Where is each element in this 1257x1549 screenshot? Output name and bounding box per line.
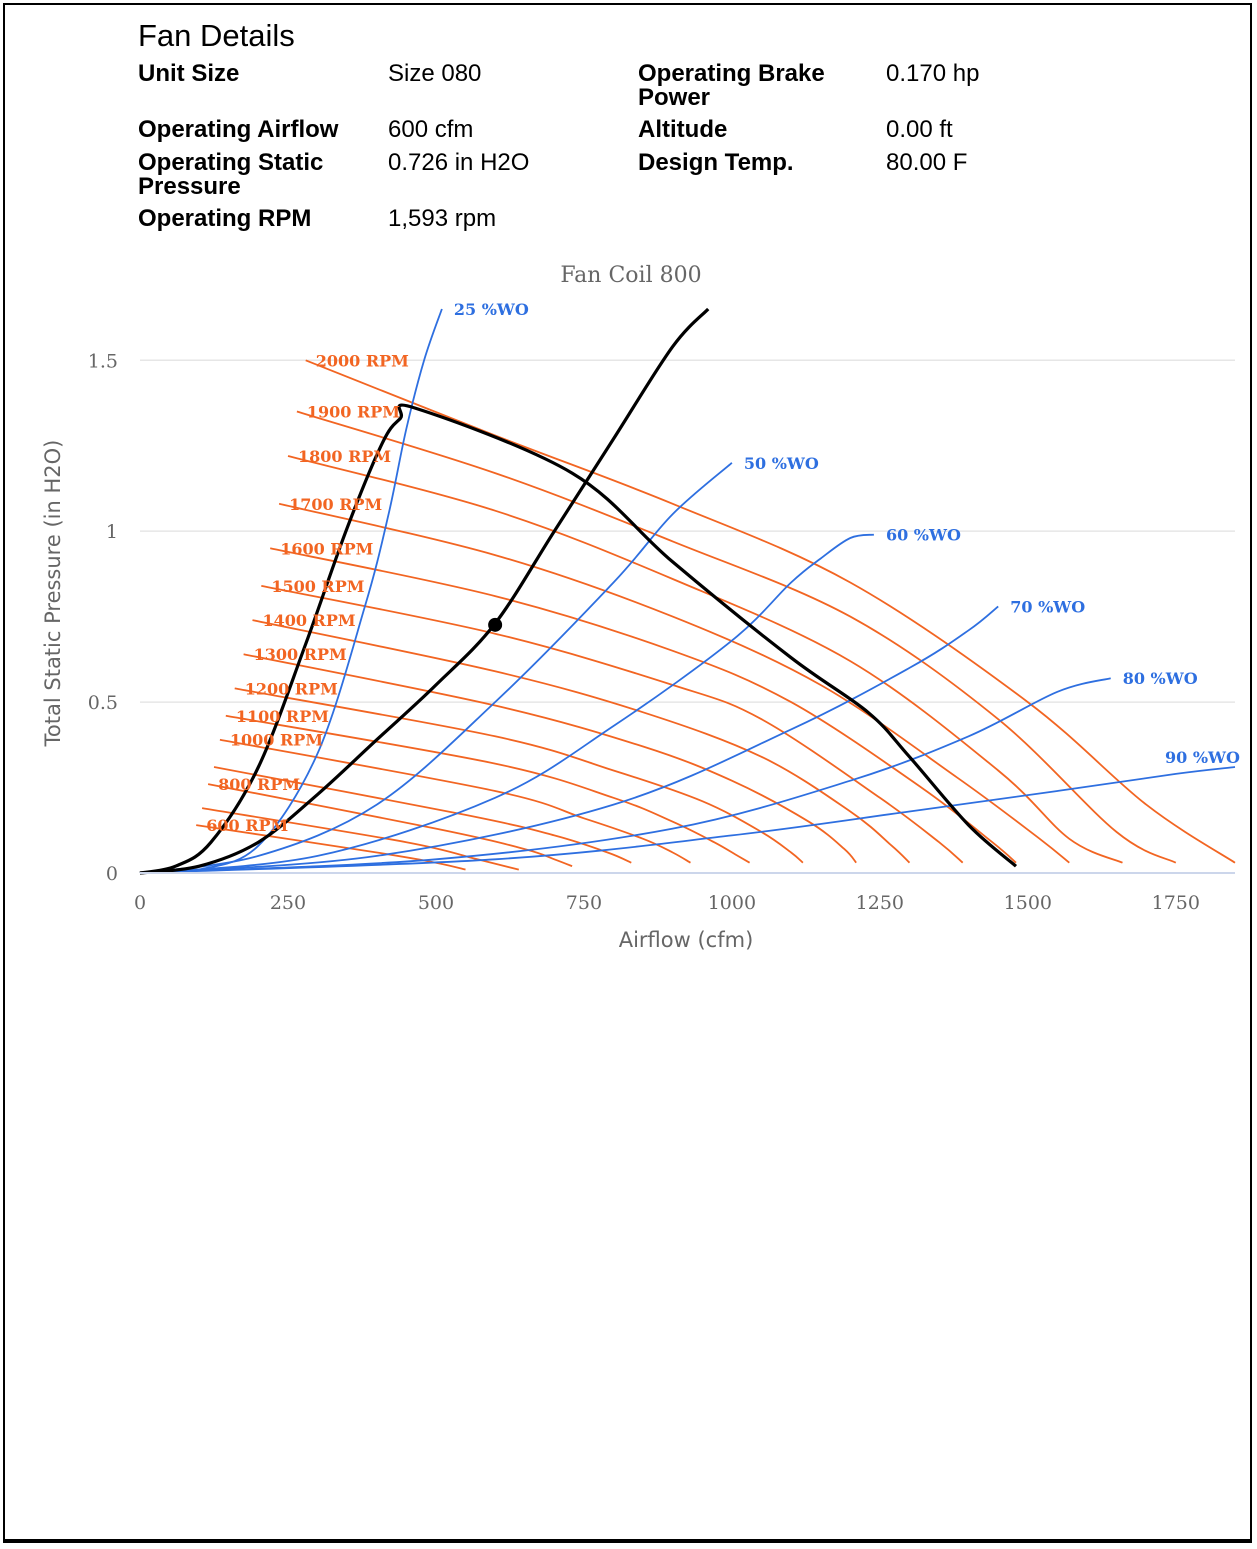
wo-label-50-pct-wo: 50 %WO [744,454,819,473]
static-pressure-label-line1: Operating Static [138,149,324,176]
static-pressure-value: 0.726 in H2O [388,149,530,176]
rpm-curve-1700 [278,502,1070,864]
x-tick-label: 1000 [708,892,756,914]
airflow-value: 600 cfm [388,116,474,143]
rpm-label-1700: 1700 RPM [289,495,382,514]
rpm-curve-1400 [252,619,911,864]
wo-curve-60-pct-wo [139,533,875,874]
wo-label-90-pct-wo: 90 %WO [1165,748,1240,767]
brake-power-label-line2: Power [638,84,711,111]
rpm-label-1800: 1800 RPM [298,447,391,466]
rpm-label-2000: 2000 RPM [316,351,409,370]
y-tick-label: 1.5 [88,350,118,372]
design-temp-label: Design Temp. [638,149,794,176]
wo-label-60-pct-wo: 60 %WO [886,526,961,545]
rpm-label-1500: 1500 RPM [271,577,364,596]
x-axis-title: Airflow (cfm) [619,928,754,952]
y-axis-title: Total Static Pressure (in H2O) [41,440,65,748]
fan-details-heading: Fan Details [138,18,295,53]
x-tick-label: 500 [418,892,454,914]
rpm-curve-1800 [287,455,1123,864]
rpm-label-600: 600 RPM [206,816,288,835]
y-tick-label: 0 [106,863,118,885]
rpm-label-1900: 1900 RPM [307,403,400,422]
rpm-label-1300: 1300 RPM [254,645,347,664]
unit-size-value: Size 080 [388,60,482,87]
airflow-label: Operating Airflow [138,116,339,143]
operating-envelope [139,403,1018,875]
rpm-curve-2000 [305,359,1236,864]
rpm-curve-700 [201,807,520,871]
system-curve [139,307,710,875]
altitude-value: 0.00 ft [886,116,953,143]
y-tick-label: 1 [106,521,118,543]
wo-curve-70-pct-wo [139,605,999,874]
x-tick-label: 250 [270,892,306,914]
curve-labels: 2000 RPM 1900 RPM 1800 RPM 1700 RPM 1600 RPM… [206,300,1240,835]
altitude-label: Altitude [638,116,728,143]
chart-title: Fan Coil 800 [560,263,701,288]
rpm-label-1100: 1100 RPM [236,707,329,726]
rpm-label-800: 800 RPM [218,775,300,794]
axes: 0 0.5 1 1.5 0 250 500 750 1000 1250 1500 1750 [88,350,1235,914]
operating-point-marker [488,617,503,632]
rpm-label: Operating RPM [138,205,312,232]
x-tick-label: 0 [134,892,146,914]
rpm-label-1600: 1600 RPM [280,539,373,558]
design-temp-value: 80.00 F [886,149,968,176]
rpm-label-1400: 1400 RPM [262,611,355,630]
wo-curve-90-pct-wo [139,766,1236,874]
system-curves [139,307,1018,875]
rpm-value: 1,593 rpm [388,205,497,232]
wo-label-80-pct-wo: 80 %WO [1123,669,1198,688]
x-tick-label: 750 [566,892,602,914]
unit-size-label: Unit Size [138,60,240,87]
rpm-curve-1100 [225,714,751,864]
rpm-curve-1900 [296,410,1177,864]
rpm-curve-1200 [234,687,804,864]
rpm-curve-1600 [270,547,1017,864]
wo-curve-80-pct-wo [139,677,1111,874]
grid-lines [140,359,1235,703]
wo-curve-50-pct-wo [139,462,733,874]
rpm-label-1000: 1000 RPM [230,731,323,750]
brake-power-label-line1: Operating Brake [638,60,825,87]
rpm-curve-1500 [261,585,964,864]
wo-label-25-pct-wo: 25 %WO [454,300,529,319]
x-tick-label: 1750 [1152,892,1200,914]
page-border [3,3,1252,1543]
rpm-curve-1300 [243,653,857,864]
rpm-curve-800 [207,783,573,868]
x-tick-label: 1250 [856,892,904,914]
y-tick-label: 0.5 [88,692,118,714]
rpm-label-1200: 1200 RPM [245,679,338,698]
wo-label-70-pct-wo: 70 %WO [1010,597,1085,616]
static-pressure-label-line2: Pressure [138,173,241,200]
brake-power-value: 0.170 hp [886,60,980,87]
x-tick-label: 1500 [1004,892,1052,914]
wo-curves [139,308,1236,874]
rpm-curve-1000 [219,738,691,864]
